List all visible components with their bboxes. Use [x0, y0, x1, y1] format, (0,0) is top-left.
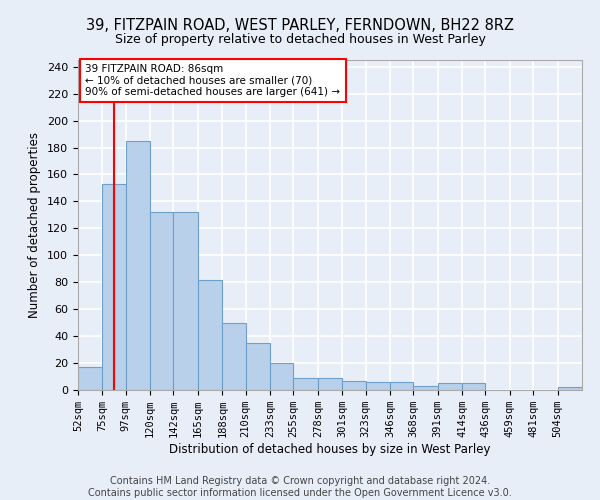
- Bar: [270, 363, 293, 390]
- Text: Contains HM Land Registry data © Crown copyright and database right 2024.
Contai: Contains HM Land Registry data © Crown c…: [88, 476, 512, 498]
- X-axis label: Distribution of detached houses by size in West Parley: Distribution of detached houses by size …: [169, 443, 491, 456]
- Bar: [103, 184, 126, 390]
- Text: 39, FITZPAIN ROAD, WEST PARLEY, FERNDOWN, BH22 8RZ: 39, FITZPAIN ROAD, WEST PARLEY, FERNDOWN…: [86, 18, 514, 32]
- Bar: [390, 382, 413, 390]
- Bar: [223, 322, 245, 390]
- Bar: [245, 343, 270, 390]
- Y-axis label: Number of detached properties: Number of detached properties: [28, 132, 41, 318]
- Bar: [198, 280, 223, 390]
- Bar: [342, 380, 365, 390]
- Bar: [173, 212, 198, 390]
- Bar: [462, 384, 485, 390]
- Bar: [126, 141, 150, 390]
- Bar: [78, 367, 103, 390]
- Bar: [365, 382, 390, 390]
- Bar: [150, 212, 173, 390]
- Text: Size of property relative to detached houses in West Parley: Size of property relative to detached ho…: [115, 32, 485, 46]
- Bar: [293, 378, 318, 390]
- Bar: [413, 386, 437, 390]
- Bar: [437, 384, 462, 390]
- Bar: [557, 388, 582, 390]
- Text: 39 FITZPAIN ROAD: 86sqm
← 10% of detached houses are smaller (70)
90% of semi-de: 39 FITZPAIN ROAD: 86sqm ← 10% of detache…: [85, 64, 340, 97]
- Bar: [318, 378, 342, 390]
